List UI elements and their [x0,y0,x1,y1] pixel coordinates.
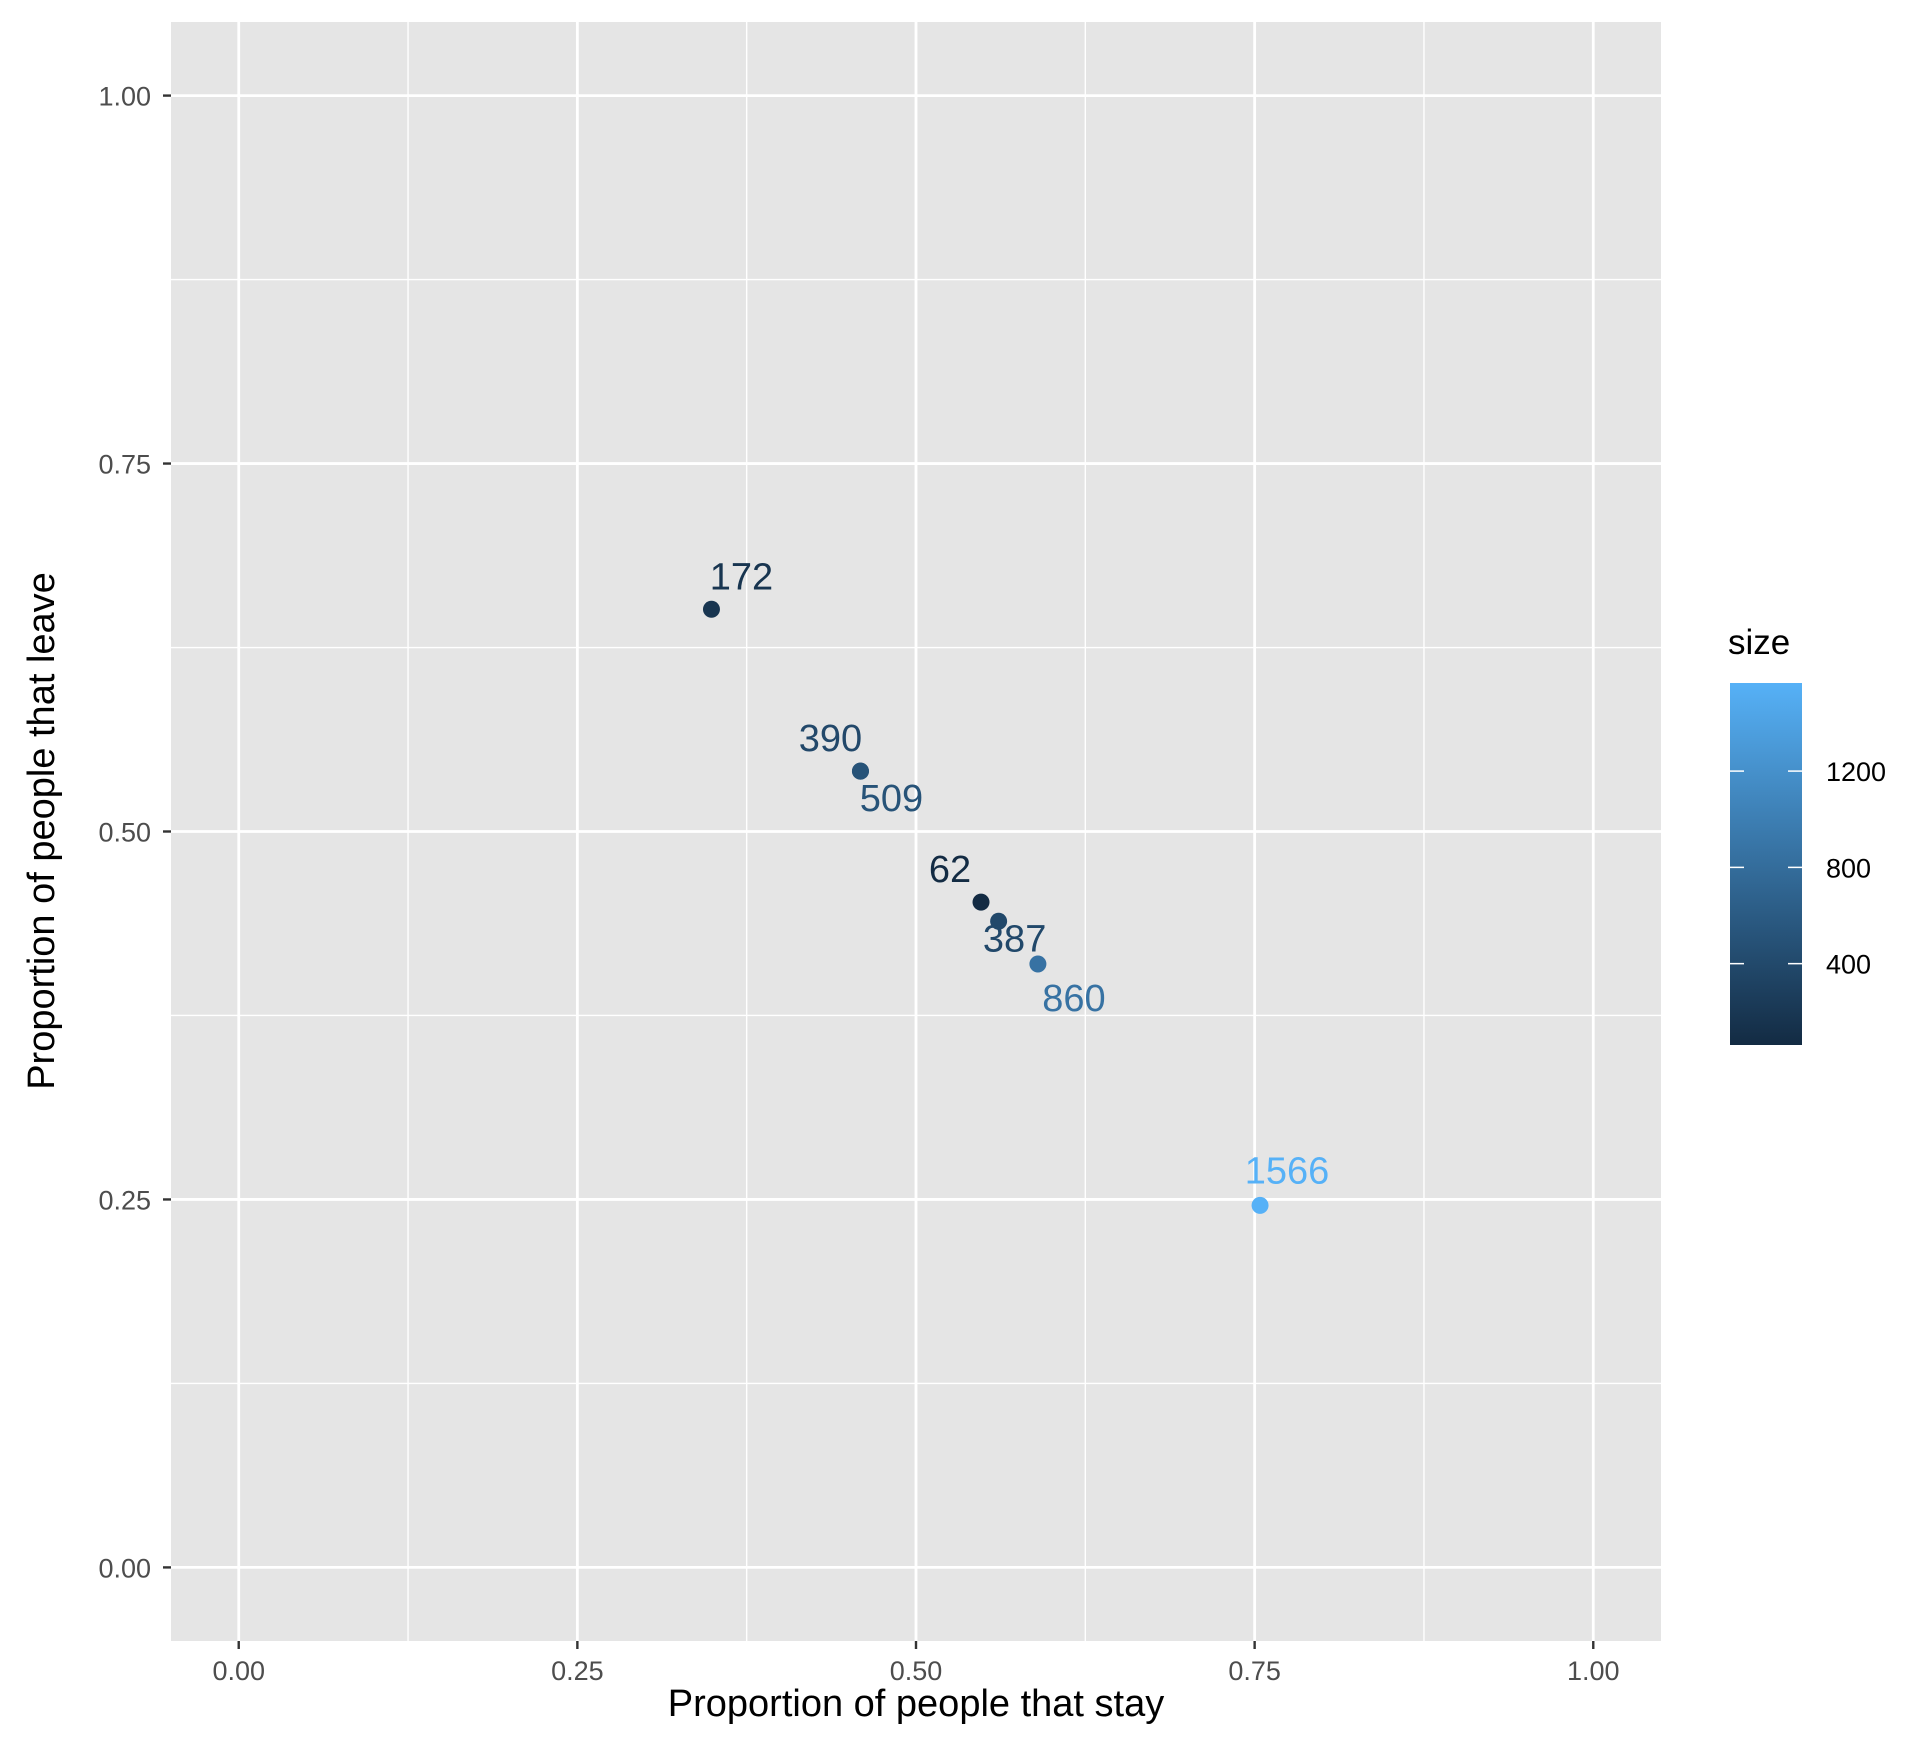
major-gridlines [171,22,1661,1641]
x-axis: 0.00 0.25 0.50 0.75 1.00 [212,1641,1620,1686]
point-label-172: 172 [710,556,773,598]
data-point-1566 [1251,1196,1269,1214]
x-tick-label: 0.50 [890,1656,943,1686]
point-label-1566: 1566 [1245,1150,1330,1192]
data-point-387 [990,912,1008,930]
data-point-860 [1029,955,1047,973]
x-tick-label: 1.00 [1567,1656,1620,1686]
point-label-509: 509 [860,778,923,820]
data-point-509 [851,762,869,780]
color-legend: size 400 800 1200 [1728,623,1886,1045]
legend-tick-label: 1200 [1826,757,1886,787]
data-point-62 [972,893,990,911]
point-label-387: 387 [983,918,1046,960]
point-label-860: 860 [1042,978,1105,1020]
y-axis: 0.00 0.25 0.50 0.75 1.00 [98,82,171,1583]
x-tick-label: 0.75 [1228,1656,1281,1686]
y-tick-label: 0.25 [98,1185,151,1215]
y-tick-label: 0.50 [98,818,151,848]
y-tick-label: 0.00 [98,1553,151,1583]
y-tick-label: 1.00 [98,82,151,112]
legend-colorbar [1730,683,1802,1045]
legend-title: size [1728,623,1790,662]
legend-tick-label: 800 [1826,853,1871,883]
y-tick-label: 0.75 [98,450,151,480]
legend-ticks: 400 800 1200 [1730,757,1886,980]
legend-tick-label: 400 [1826,950,1871,980]
data-points [702,600,1269,1214]
data-point-172 [702,600,720,618]
point-label-390: 390 [799,718,862,760]
x-tick-label: 0.00 [212,1656,265,1686]
x-tick-label: 0.25 [551,1656,604,1686]
y-axis-title: Proportion of people that leave [21,572,63,1090]
x-axis-title: Proportion of people that stay [668,1683,1164,1725]
point-label-62: 62 [929,849,971,891]
